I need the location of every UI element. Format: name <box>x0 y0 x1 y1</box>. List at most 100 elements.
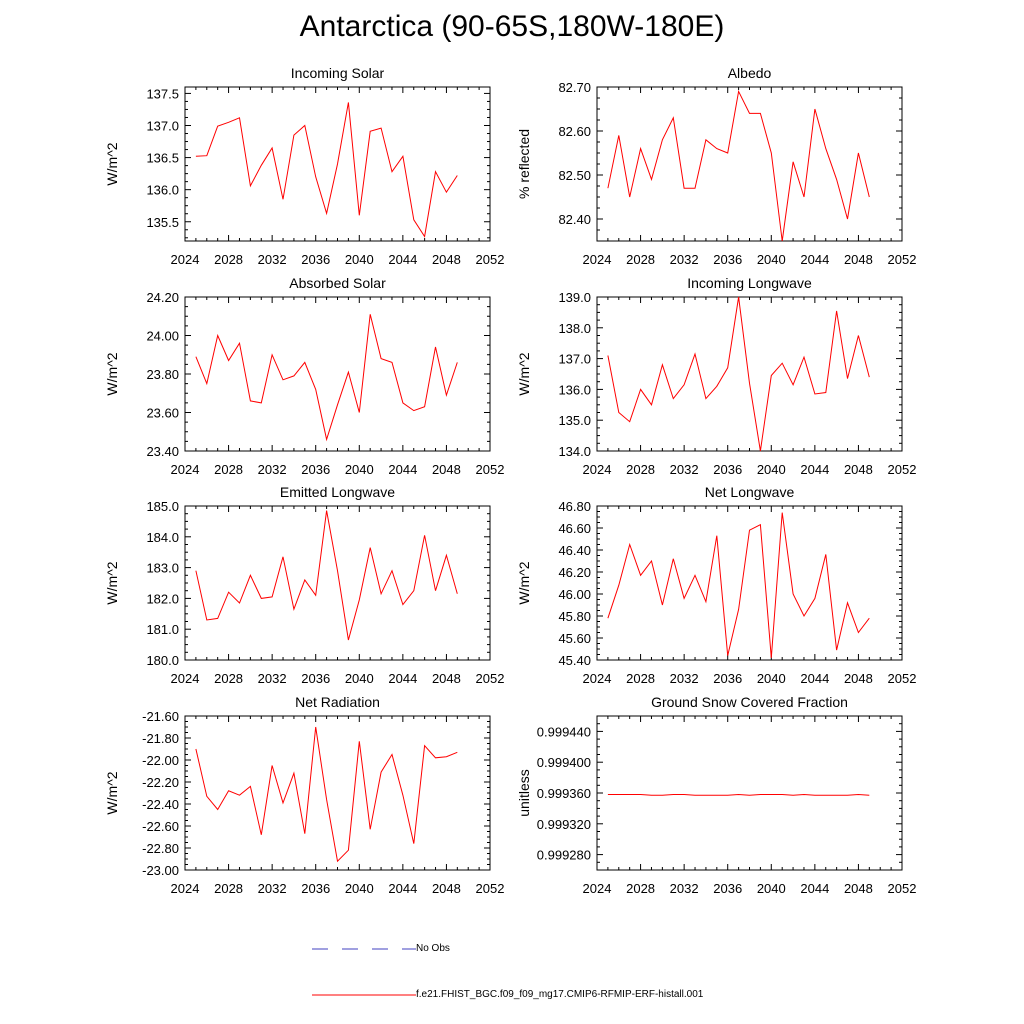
series-line <box>195 102 458 238</box>
chart-panel-1: Albedo % reflected 2024 2028 2032 2036 2040 204… <box>516 65 916 267</box>
y-tick-label: 134.0 <box>558 444 591 459</box>
y-tick-label: 46.00 <box>558 587 591 602</box>
x-tick-label: 2024 <box>583 671 612 686</box>
x-tick-label: 2028 <box>214 462 243 477</box>
y-tick-label: -21.60 <box>142 709 179 724</box>
x-tick-label: 2036 <box>713 671 742 686</box>
x-tick-label: 2040 <box>345 881 374 896</box>
x-tick-label: 2036 <box>301 462 330 477</box>
x-tick-label: 2032 <box>670 252 699 267</box>
legend-obs-line <box>312 948 416 950</box>
x-tick-label: 2040 <box>345 462 374 477</box>
plot-frame <box>596 296 903 452</box>
figure-title: Antarctica (90-65S,180W-180E) <box>299 10 725 43</box>
x-tick-label: 2024 <box>583 462 612 477</box>
x-tick-label: 2052 <box>888 252 917 267</box>
x-tick-label: 2048 <box>844 671 873 686</box>
legend-model-label: f.e21.FHIST_BGC.f09_f09_mg17.CMIP6-RFMIP… <box>416 989 704 1000</box>
x-tick-label: 2044 <box>800 252 829 267</box>
series-line <box>607 296 870 452</box>
chart-title: Incoming Longwave <box>687 275 812 291</box>
y-tick-label: 135.5 <box>146 215 179 230</box>
x-tick-label: 2052 <box>476 671 505 686</box>
x-tick-label: 2040 <box>757 462 786 477</box>
x-tick-label: 2032 <box>258 671 287 686</box>
y-axis-label: W/m^2 <box>104 771 120 814</box>
y-axis-label: W/m^2 <box>516 561 532 604</box>
x-tick-label: 2048 <box>844 252 873 267</box>
legend-model-line <box>312 994 416 996</box>
x-tick-label: 2048 <box>432 671 461 686</box>
x-tick-label: 2048 <box>432 252 461 267</box>
y-tick-label: 0.999440 <box>537 724 591 739</box>
y-tick-label: 82.50 <box>558 168 591 183</box>
y-tick-label: 46.40 <box>558 543 591 558</box>
y-tick-label: 182.0 <box>146 591 179 606</box>
x-tick-label: 2052 <box>476 252 505 267</box>
x-tick-label: 2052 <box>476 462 505 477</box>
x-tick-label: 2024 <box>583 252 612 267</box>
y-tick-label: 0.999280 <box>537 848 591 863</box>
x-tick-label: 2024 <box>171 462 200 477</box>
x-tick-label: 2032 <box>670 462 699 477</box>
y-axis-label: W/m^2 <box>104 561 120 604</box>
legend-obs-label: No Obs <box>416 943 450 954</box>
x-tick-label: 2044 <box>800 462 829 477</box>
chart-panel-0: Incoming Solar W/m^2 2024 2028 2032 2036 2040 2… <box>104 65 504 267</box>
x-tick-label: 2028 <box>626 462 655 477</box>
y-tick-label: 135.0 <box>558 413 591 428</box>
chart-title: Ground Snow Covered Fraction <box>651 694 848 710</box>
chart-title: Emitted Longwave <box>280 484 395 500</box>
plot-frame <box>596 505 903 661</box>
chart-title: Net Radiation <box>295 694 380 710</box>
x-tick-label: 2048 <box>844 462 873 477</box>
plot-frame <box>184 505 491 661</box>
x-tick-label: 2044 <box>388 671 417 686</box>
x-tick-label: 2032 <box>258 252 287 267</box>
x-tick-label: 2044 <box>388 252 417 267</box>
x-tick-label: 2044 <box>388 881 417 896</box>
y-tick-label: 136.0 <box>146 183 179 198</box>
x-tick-label: 2036 <box>301 252 330 267</box>
y-tick-label: 137.0 <box>146 119 179 134</box>
y-tick-label: 138.0 <box>558 321 591 336</box>
x-tick-label: 2040 <box>345 252 374 267</box>
y-tick-label: 23.60 <box>146 406 179 421</box>
chart-title: Albedo <box>728 65 772 81</box>
y-tick-label: 23.40 <box>146 444 179 459</box>
x-tick-label: 2024 <box>171 252 200 267</box>
series-line <box>195 510 458 641</box>
x-tick-label: 2024 <box>171 881 200 896</box>
chart-panel-2: Absorbed Solar W/m^2 2024 2028 2032 2036 2040 2… <box>104 275 504 477</box>
y-tick-label: 46.80 <box>558 499 591 514</box>
series-line <box>607 89 870 242</box>
x-tick-label: 2028 <box>626 881 655 896</box>
y-tick-label: 136.0 <box>558 382 591 397</box>
x-tick-label: 2040 <box>345 671 374 686</box>
y-tick-label: 183.0 <box>146 561 179 576</box>
x-tick-label: 2048 <box>844 881 873 896</box>
plot-frame <box>184 296 491 452</box>
y-tick-label: -22.40 <box>142 797 179 812</box>
x-tick-label: 2052 <box>888 462 917 477</box>
y-tick-label: 23.80 <box>146 367 179 382</box>
chart-panel-7: Ground Snow Covered Fraction unitless 2024… <box>516 694 916 896</box>
x-tick-label: 2040 <box>757 671 786 686</box>
x-tick-label: 2040 <box>757 252 786 267</box>
x-tick-label: 2032 <box>258 462 287 477</box>
chart-panel-5: Net Longwave W/m^2 2024 2028 2032 2036 2040 204… <box>516 484 916 686</box>
y-tick-label: 180.0 <box>146 653 179 668</box>
y-tick-label: 46.60 <box>558 521 591 536</box>
y-tick-label: 0.999360 <box>537 786 591 801</box>
x-tick-label: 2036 <box>713 462 742 477</box>
x-tick-label: 2032 <box>670 881 699 896</box>
plot-frame <box>184 715 491 871</box>
chart-title: Net Longwave <box>705 484 795 500</box>
y-tick-label: 45.40 <box>558 653 591 668</box>
x-tick-label: 2024 <box>171 671 200 686</box>
x-tick-label: 2044 <box>800 671 829 686</box>
y-axis-label: W/m^2 <box>104 142 120 185</box>
x-tick-label: 2036 <box>301 881 330 896</box>
x-tick-label: 2036 <box>301 671 330 686</box>
